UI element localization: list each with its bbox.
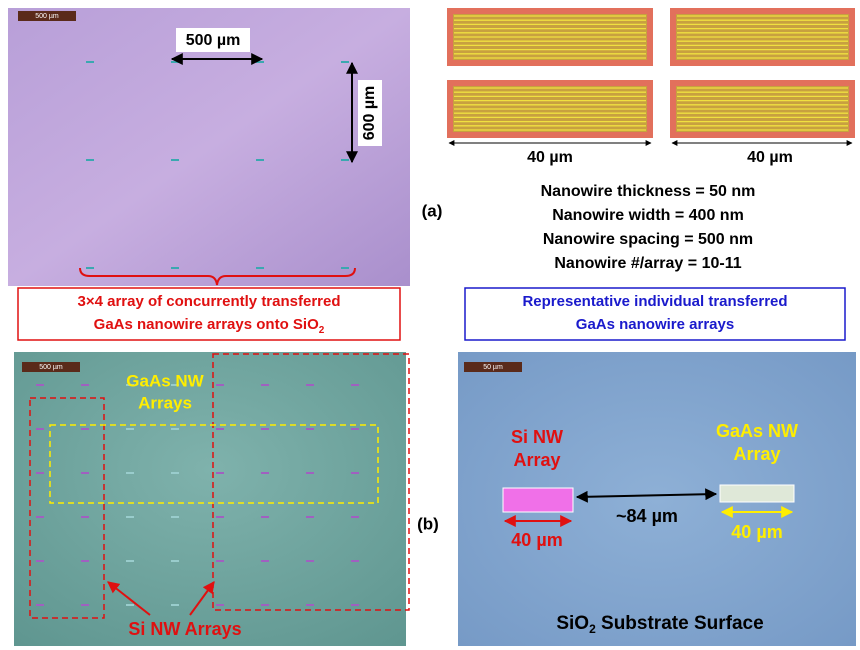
dash [81, 428, 89, 430]
dash [341, 61, 349, 63]
dash [216, 516, 224, 518]
dash [306, 428, 314, 430]
dash [256, 61, 264, 63]
width-label: 40 µm [747, 149, 793, 166]
dash [351, 472, 359, 474]
caption: GaAs nanowire arrays onto SiO2 [94, 316, 325, 336]
dash [216, 560, 224, 562]
dash [171, 61, 179, 63]
dash [36, 428, 44, 430]
subscript: 2 [319, 325, 325, 336]
width-label: 40 µm [527, 149, 573, 166]
si-label: Array [513, 450, 560, 470]
dash [256, 267, 264, 269]
dash [261, 384, 269, 386]
scale-label: 500 µm [35, 13, 59, 20]
dash [126, 428, 134, 430]
dash [81, 516, 89, 518]
dash [126, 560, 134, 562]
spec: Nanowire width = 400 nm [552, 207, 744, 224]
caption: GaAs nanowire arrays [576, 316, 734, 333]
caption: 3×4 array of concurrently transferred [77, 293, 340, 310]
gaas-label: GaAs NW [126, 371, 204, 390]
dash [306, 604, 314, 606]
dash [126, 604, 134, 606]
micrograph [14, 352, 406, 646]
dash [256, 159, 264, 161]
substrate-text: Substrate Surface [596, 613, 764, 634]
dash [306, 560, 314, 562]
dash [126, 472, 134, 474]
gaas-array [720, 485, 794, 502]
si-array [503, 488, 573, 512]
dash [306, 384, 314, 386]
dash [36, 472, 44, 474]
dash [36, 560, 44, 562]
dash [171, 560, 179, 562]
dash [171, 428, 179, 430]
caption-text: GaAs nanowire arrays onto SiO [94, 316, 319, 333]
substrate-label: SiO2 Substrate Surface [556, 613, 763, 636]
dash [351, 428, 359, 430]
dash [306, 516, 314, 518]
si-label: Si NW Arrays [128, 619, 241, 639]
dash [171, 604, 179, 606]
dash [261, 428, 269, 430]
distance-label: ~84 µm [616, 506, 678, 526]
dash [341, 159, 349, 161]
dash [171, 267, 179, 269]
dash [81, 472, 89, 474]
dash [36, 516, 44, 518]
dash [86, 159, 94, 161]
spec: Nanowire thickness = 50 nm [541, 183, 756, 200]
scale-label: 500 µm [39, 364, 63, 371]
dash [81, 560, 89, 562]
dash [171, 516, 179, 518]
width-label: 40 µm [511, 530, 562, 550]
dash [216, 428, 224, 430]
figure: 500 µm 500 µm 600 µm 3×4 array of concur… [0, 0, 860, 650]
spec: Nanowire #/array = 10-11 [554, 255, 741, 272]
gaas-label: GaAs NW [716, 421, 798, 441]
scale-label: 50 µm [483, 364, 503, 371]
caption: Representative individual transferred [522, 293, 787, 310]
dash [81, 384, 89, 386]
dash [86, 61, 94, 63]
panel-label: (a) [422, 201, 443, 220]
gaas-label: Array [733, 444, 780, 464]
spacing-label: 600 µm [361, 86, 378, 141]
gaas-label: Arrays [138, 393, 192, 412]
dash [171, 472, 179, 474]
dash [126, 516, 134, 518]
spec: Nanowire spacing = 500 nm [543, 231, 753, 248]
dash [351, 560, 359, 562]
nanowire-images [447, 8, 855, 138]
dash [216, 604, 224, 606]
dash [261, 516, 269, 518]
dash [216, 472, 224, 474]
dash [351, 516, 359, 518]
dash [261, 472, 269, 474]
spacing-label: 500 µm [186, 32, 241, 49]
si-label: Si NW [511, 427, 563, 447]
width-label: 40 µm [731, 522, 782, 542]
dash [171, 159, 179, 161]
dash [36, 604, 44, 606]
dash [36, 384, 44, 386]
dash [81, 604, 89, 606]
dash [261, 560, 269, 562]
dash [306, 472, 314, 474]
dash [216, 384, 224, 386]
substrate-text: SiO [556, 613, 589, 634]
dash [261, 604, 269, 606]
panel-label: (b) [417, 514, 439, 533]
dash [341, 267, 349, 269]
dash [351, 604, 359, 606]
dash [86, 267, 94, 269]
dash [351, 384, 359, 386]
